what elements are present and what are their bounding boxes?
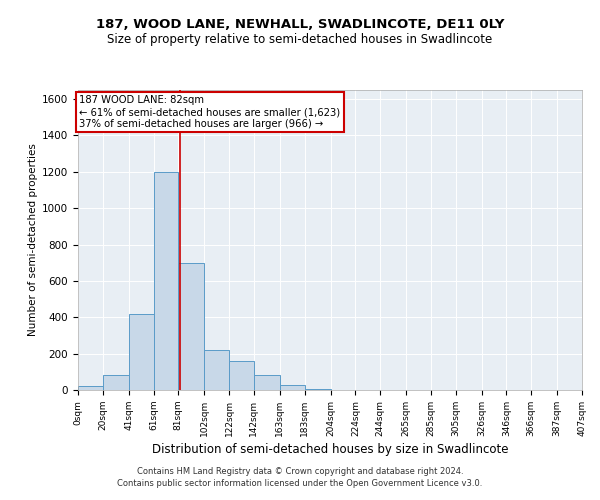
Bar [205,350,229,390]
Bar [229,361,254,390]
Bar [78,386,103,390]
Bar [280,384,305,390]
Text: 187 WOOD LANE: 82sqm
← 61% of semi-detached houses are smaller (1,623)
37% of se: 187 WOOD LANE: 82sqm ← 61% of semi-detac… [79,96,340,128]
Bar [305,389,331,390]
Y-axis label: Number of semi-detached properties: Number of semi-detached properties [28,144,38,336]
Bar [154,172,178,390]
Bar [178,262,205,390]
Bar [254,376,280,390]
Bar [129,314,154,390]
Text: Size of property relative to semi-detached houses in Swadlincote: Size of property relative to semi-detach… [107,32,493,46]
X-axis label: Distribution of semi-detached houses by size in Swadlincote: Distribution of semi-detached houses by … [152,443,508,456]
Text: Contains HM Land Registry data © Crown copyright and database right 2024.
Contai: Contains HM Land Registry data © Crown c… [118,466,482,487]
Bar [103,376,129,390]
Text: 187, WOOD LANE, NEWHALL, SWADLINCOTE, DE11 0LY: 187, WOOD LANE, NEWHALL, SWADLINCOTE, DE… [96,18,504,30]
